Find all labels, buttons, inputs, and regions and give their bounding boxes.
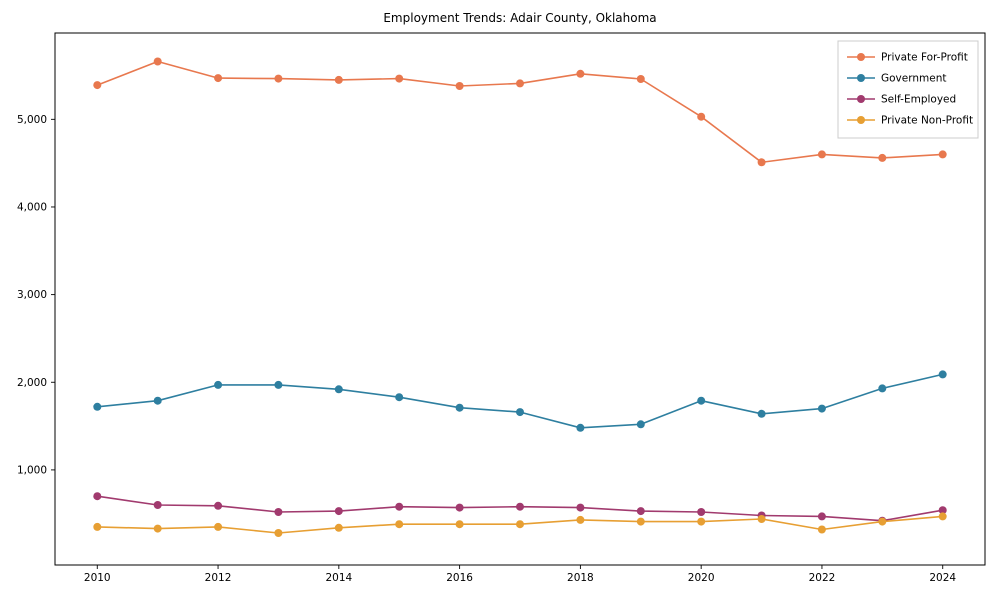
data-point-marker bbox=[636, 507, 645, 516]
data-point-marker bbox=[153, 396, 162, 405]
data-point-marker bbox=[214, 380, 223, 389]
data-point-marker bbox=[757, 409, 766, 418]
data-point-marker bbox=[334, 523, 343, 532]
legend-marker-icon bbox=[857, 53, 865, 61]
data-point-marker bbox=[938, 512, 947, 521]
data-point-marker bbox=[576, 503, 585, 512]
legend-marker-icon bbox=[857, 95, 865, 103]
data-point-marker bbox=[334, 385, 343, 394]
data-point-marker bbox=[334, 507, 343, 516]
data-point-marker bbox=[697, 112, 706, 121]
series-line bbox=[97, 60, 943, 164]
legend-marker-icon bbox=[857, 116, 865, 124]
data-point-marker bbox=[636, 75, 645, 83]
data-point-marker bbox=[938, 506, 947, 515]
y-tick-label: 5,000 bbox=[17, 114, 47, 126]
data-point-marker bbox=[938, 370, 947, 379]
data-point-marker bbox=[214, 74, 223, 83]
data-point-marker bbox=[516, 502, 524, 511]
x-tick-label: 2020 bbox=[688, 572, 715, 584]
data-point-marker bbox=[757, 158, 766, 167]
data-point-marker bbox=[817, 404, 826, 413]
data-point-marker bbox=[817, 150, 826, 159]
y-tick-label: 2,000 bbox=[17, 377, 47, 389]
data-point-marker bbox=[395, 502, 404, 511]
data-point-marker bbox=[395, 74, 404, 83]
data-point-marker bbox=[516, 408, 524, 417]
data-point-marker bbox=[576, 423, 585, 432]
legend: Private For-Profit Government Self-Employe… bbox=[837, 40, 979, 139]
data-point-marker bbox=[395, 520, 404, 529]
data-point-marker bbox=[757, 515, 766, 523]
data-point-marker bbox=[153, 524, 162, 533]
data-point-marker bbox=[455, 403, 464, 412]
y-tick-label: 4,000 bbox=[17, 202, 47, 214]
data-point-marker bbox=[274, 74, 283, 83]
data-point-marker bbox=[334, 75, 343, 84]
data-point-marker bbox=[455, 82, 464, 90]
data-point-marker bbox=[274, 508, 283, 516]
legend-label: Government bbox=[881, 73, 946, 85]
x-tick-label: 2014 bbox=[325, 572, 352, 584]
data-point-marker bbox=[455, 520, 464, 529]
data-point-marker bbox=[697, 517, 706, 526]
data-point-marker bbox=[516, 79, 524, 88]
data-point-marker bbox=[817, 525, 826, 534]
plot-border bbox=[54, 32, 986, 566]
data-point-marker bbox=[214, 522, 223, 531]
chart-title: Employment Trends: Adair County, Oklahom… bbox=[383, 11, 657, 25]
data-point-marker bbox=[93, 522, 102, 531]
data-point-marker bbox=[697, 396, 706, 405]
data-point-marker bbox=[274, 380, 283, 389]
data-point-marker bbox=[214, 501, 223, 510]
x-tick-label: 2016 bbox=[446, 572, 473, 584]
x-tick-label: 2012 bbox=[205, 572, 232, 584]
legend-label: Private For-Profit bbox=[881, 52, 968, 64]
data-point-marker bbox=[636, 420, 645, 429]
data-point-marker bbox=[516, 520, 524, 529]
data-point-marker bbox=[817, 512, 826, 521]
data-point-marker bbox=[697, 508, 706, 516]
data-point-marker bbox=[576, 69, 585, 78]
data-point-marker bbox=[878, 517, 887, 526]
data-point-marker bbox=[395, 393, 404, 402]
data-point-marker bbox=[878, 153, 887, 162]
data-point-marker bbox=[576, 515, 585, 524]
data-point-marker bbox=[153, 501, 162, 509]
legend-label: Private Non-Profit bbox=[881, 115, 973, 127]
x-tick-label: 2018 bbox=[567, 572, 594, 584]
data-point-marker bbox=[938, 150, 947, 159]
x-tick-label: 2022 bbox=[809, 572, 836, 584]
x-tick-label: 2024 bbox=[929, 572, 956, 584]
series-line bbox=[97, 373, 943, 429]
legend-label: Self-Employed bbox=[881, 94, 956, 106]
data-point-marker bbox=[93, 402, 102, 411]
y-tick-label: 1,000 bbox=[17, 465, 47, 477]
data-point-marker bbox=[878, 384, 887, 393]
data-point-marker bbox=[153, 57, 162, 66]
x-tick-label: 2010 bbox=[84, 572, 111, 584]
data-point-marker bbox=[274, 529, 283, 537]
data-point-marker bbox=[636, 517, 645, 526]
data-point-marker bbox=[455, 503, 464, 512]
y-tick-label: 3,000 bbox=[17, 289, 47, 301]
data-point-marker bbox=[93, 81, 102, 90]
data-point-marker bbox=[93, 492, 102, 501]
legend-marker-icon bbox=[857, 74, 865, 82]
